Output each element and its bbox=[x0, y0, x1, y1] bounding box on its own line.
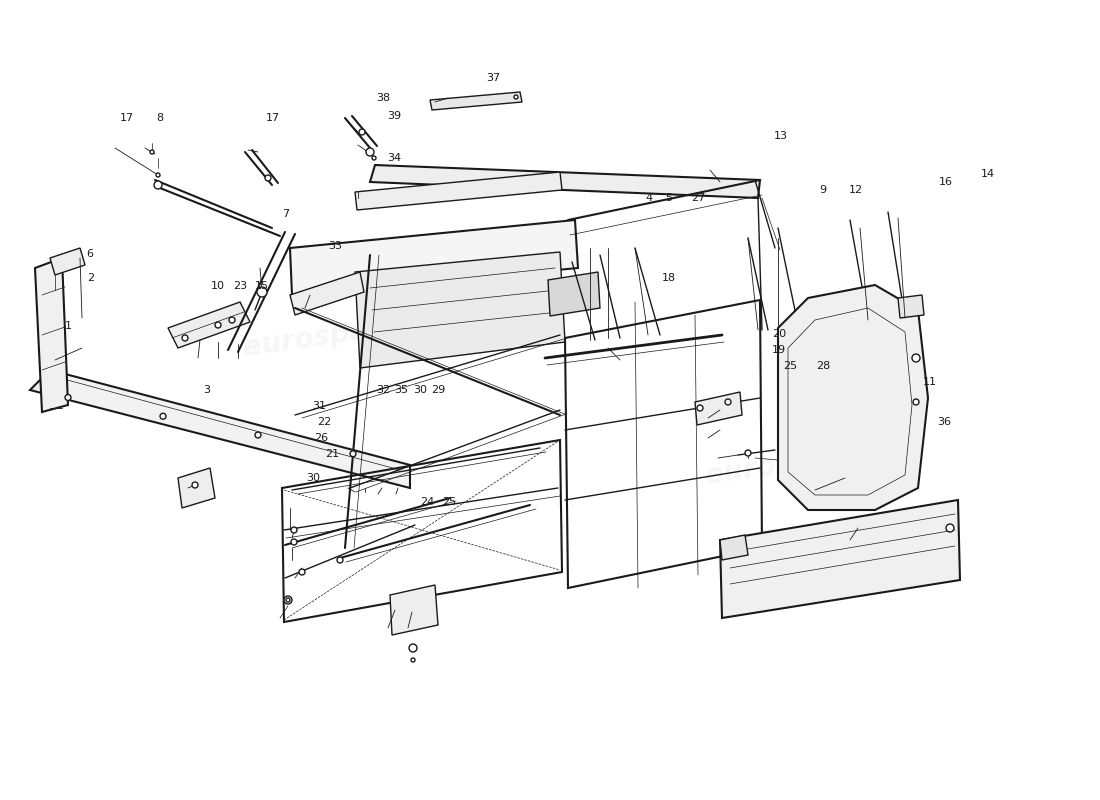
Text: 16: 16 bbox=[939, 178, 953, 187]
Text: 37: 37 bbox=[486, 74, 499, 83]
Text: 36: 36 bbox=[937, 418, 950, 427]
Polygon shape bbox=[290, 220, 578, 295]
Polygon shape bbox=[898, 295, 924, 318]
Circle shape bbox=[514, 95, 518, 99]
Text: 12: 12 bbox=[849, 186, 862, 195]
Circle shape bbox=[366, 148, 374, 156]
Circle shape bbox=[745, 450, 751, 456]
Polygon shape bbox=[390, 585, 438, 635]
Circle shape bbox=[359, 129, 365, 135]
Text: 25: 25 bbox=[783, 362, 796, 371]
Text: 31: 31 bbox=[312, 402, 326, 411]
Circle shape bbox=[337, 557, 343, 563]
Text: 28: 28 bbox=[816, 362, 829, 371]
Circle shape bbox=[192, 482, 198, 488]
Circle shape bbox=[946, 524, 954, 532]
Polygon shape bbox=[355, 172, 562, 210]
Circle shape bbox=[229, 317, 235, 323]
Text: 38: 38 bbox=[376, 93, 389, 102]
Text: 17: 17 bbox=[266, 114, 279, 123]
Text: 30: 30 bbox=[307, 474, 320, 483]
Circle shape bbox=[912, 354, 920, 362]
Circle shape bbox=[299, 569, 305, 575]
Circle shape bbox=[255, 432, 261, 438]
Circle shape bbox=[257, 287, 267, 297]
Text: 14: 14 bbox=[981, 170, 994, 179]
Polygon shape bbox=[695, 392, 743, 425]
Text: 15: 15 bbox=[255, 282, 268, 291]
Text: eurospares: eurospares bbox=[241, 310, 419, 362]
Circle shape bbox=[697, 405, 703, 411]
Text: 18: 18 bbox=[662, 274, 675, 283]
Polygon shape bbox=[168, 302, 250, 348]
Polygon shape bbox=[370, 165, 760, 198]
Text: 23: 23 bbox=[233, 282, 246, 291]
Text: 5: 5 bbox=[666, 194, 672, 203]
Text: 9: 9 bbox=[820, 186, 826, 195]
Polygon shape bbox=[430, 92, 522, 110]
Text: 2: 2 bbox=[87, 274, 94, 283]
Text: eurospares: eurospares bbox=[703, 438, 881, 490]
Circle shape bbox=[214, 322, 221, 328]
Text: 39: 39 bbox=[387, 111, 400, 121]
Text: 33: 33 bbox=[329, 242, 342, 251]
Text: 30: 30 bbox=[414, 386, 427, 395]
Text: 34: 34 bbox=[387, 154, 400, 163]
Text: 26: 26 bbox=[315, 434, 328, 443]
Circle shape bbox=[154, 181, 162, 189]
Circle shape bbox=[286, 598, 290, 602]
Polygon shape bbox=[720, 500, 960, 618]
Polygon shape bbox=[35, 258, 68, 412]
Polygon shape bbox=[355, 252, 565, 368]
Circle shape bbox=[284, 596, 292, 604]
Text: 20: 20 bbox=[772, 330, 785, 339]
Circle shape bbox=[725, 399, 732, 405]
Circle shape bbox=[913, 399, 918, 405]
Text: 3: 3 bbox=[204, 386, 210, 395]
Text: 11: 11 bbox=[923, 378, 936, 387]
Circle shape bbox=[156, 173, 160, 177]
Text: 13: 13 bbox=[774, 131, 788, 141]
Text: 21: 21 bbox=[326, 450, 339, 459]
Circle shape bbox=[182, 335, 188, 341]
Circle shape bbox=[265, 175, 271, 181]
Circle shape bbox=[372, 156, 376, 160]
Text: 17: 17 bbox=[120, 114, 133, 123]
Text: 6: 6 bbox=[87, 250, 94, 259]
Text: 22: 22 bbox=[318, 418, 331, 427]
Circle shape bbox=[292, 539, 297, 545]
Text: 29: 29 bbox=[431, 386, 444, 395]
Text: 24: 24 bbox=[420, 498, 433, 507]
Text: 1: 1 bbox=[65, 322, 72, 331]
Text: 10: 10 bbox=[211, 282, 224, 291]
Polygon shape bbox=[50, 248, 85, 275]
Polygon shape bbox=[548, 272, 600, 316]
Circle shape bbox=[292, 527, 297, 533]
Circle shape bbox=[150, 150, 154, 154]
Text: 35: 35 bbox=[395, 386, 408, 395]
Text: 4: 4 bbox=[646, 194, 652, 203]
Circle shape bbox=[65, 394, 72, 401]
Polygon shape bbox=[30, 370, 410, 488]
Text: 27: 27 bbox=[692, 194, 705, 203]
Text: 7: 7 bbox=[283, 210, 289, 219]
Polygon shape bbox=[720, 535, 748, 560]
Text: 8: 8 bbox=[156, 114, 163, 123]
Circle shape bbox=[411, 658, 415, 662]
Text: 25: 25 bbox=[442, 498, 455, 507]
Polygon shape bbox=[778, 285, 928, 510]
Circle shape bbox=[409, 644, 417, 652]
Circle shape bbox=[350, 450, 356, 457]
Polygon shape bbox=[178, 468, 215, 508]
Polygon shape bbox=[290, 272, 364, 315]
Circle shape bbox=[160, 414, 166, 419]
Text: 19: 19 bbox=[772, 346, 785, 355]
Text: 32: 32 bbox=[376, 386, 389, 395]
